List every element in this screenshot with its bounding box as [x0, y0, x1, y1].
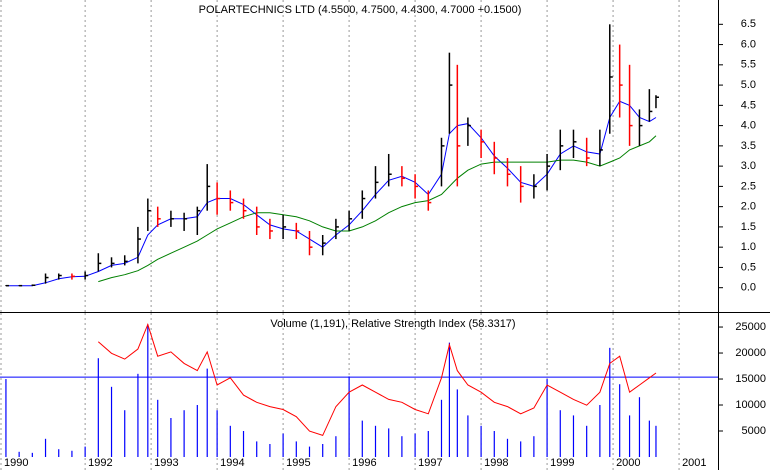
y-tick-label: 5.0 — [741, 79, 756, 91]
y-tick-label: 2.0 — [741, 201, 756, 213]
x-tick-label: 1997 — [418, 457, 442, 469]
x-tick-label: 1994 — [220, 457, 244, 469]
y-tick-label: 0.0 — [741, 282, 756, 294]
chart-title: POLARTECHNICS LTD (4.5500, 4.7500, 4.430… — [199, 4, 522, 16]
y-tick-label: 5.5 — [741, 59, 756, 71]
y-tick-label: 25000 — [735, 321, 766, 333]
y-tick-label: 15000 — [735, 373, 766, 385]
y-tick-label: 6.5 — [741, 18, 756, 30]
x-tick-label: 1992 — [88, 457, 112, 469]
panel-title: Volume (1,191), Relative Strength Index … — [270, 318, 515, 330]
y-tick-label: 1.5 — [741, 221, 756, 233]
moving-average-line — [98, 135, 657, 283]
x-tick-label: 1990 — [4, 457, 28, 469]
y-tick-label: 6.0 — [741, 38, 756, 50]
x-tick-label: 2000 — [616, 457, 640, 469]
y-tick-label: 3.5 — [741, 140, 756, 152]
y-tick-label: 5000 — [742, 425, 766, 437]
x-tick-label: 1996 — [352, 457, 376, 469]
x-tick-label: 1995 — [286, 457, 310, 469]
moving-average-line — [5, 100, 657, 287]
y-tick-label: 2.5 — [741, 180, 756, 192]
x-tick-label: 1998 — [484, 457, 508, 469]
y-tick-label: 4.0 — [741, 120, 756, 132]
y-tick-label: 3.0 — [741, 160, 756, 172]
x-tick-label: 1993 — [154, 457, 178, 469]
y-tick-label: 1.0 — [741, 241, 756, 253]
y-tick-label: 10000 — [735, 399, 766, 411]
x-tick-label: 1999 — [550, 457, 574, 469]
y-tick-label: 0.5 — [741, 261, 756, 273]
x-tick-label: 2001 — [682, 457, 706, 469]
y-tick-label: 20000 — [735, 347, 766, 359]
rsi-line — [97, 323, 657, 437]
y-tick-label: 4.5 — [741, 99, 756, 111]
